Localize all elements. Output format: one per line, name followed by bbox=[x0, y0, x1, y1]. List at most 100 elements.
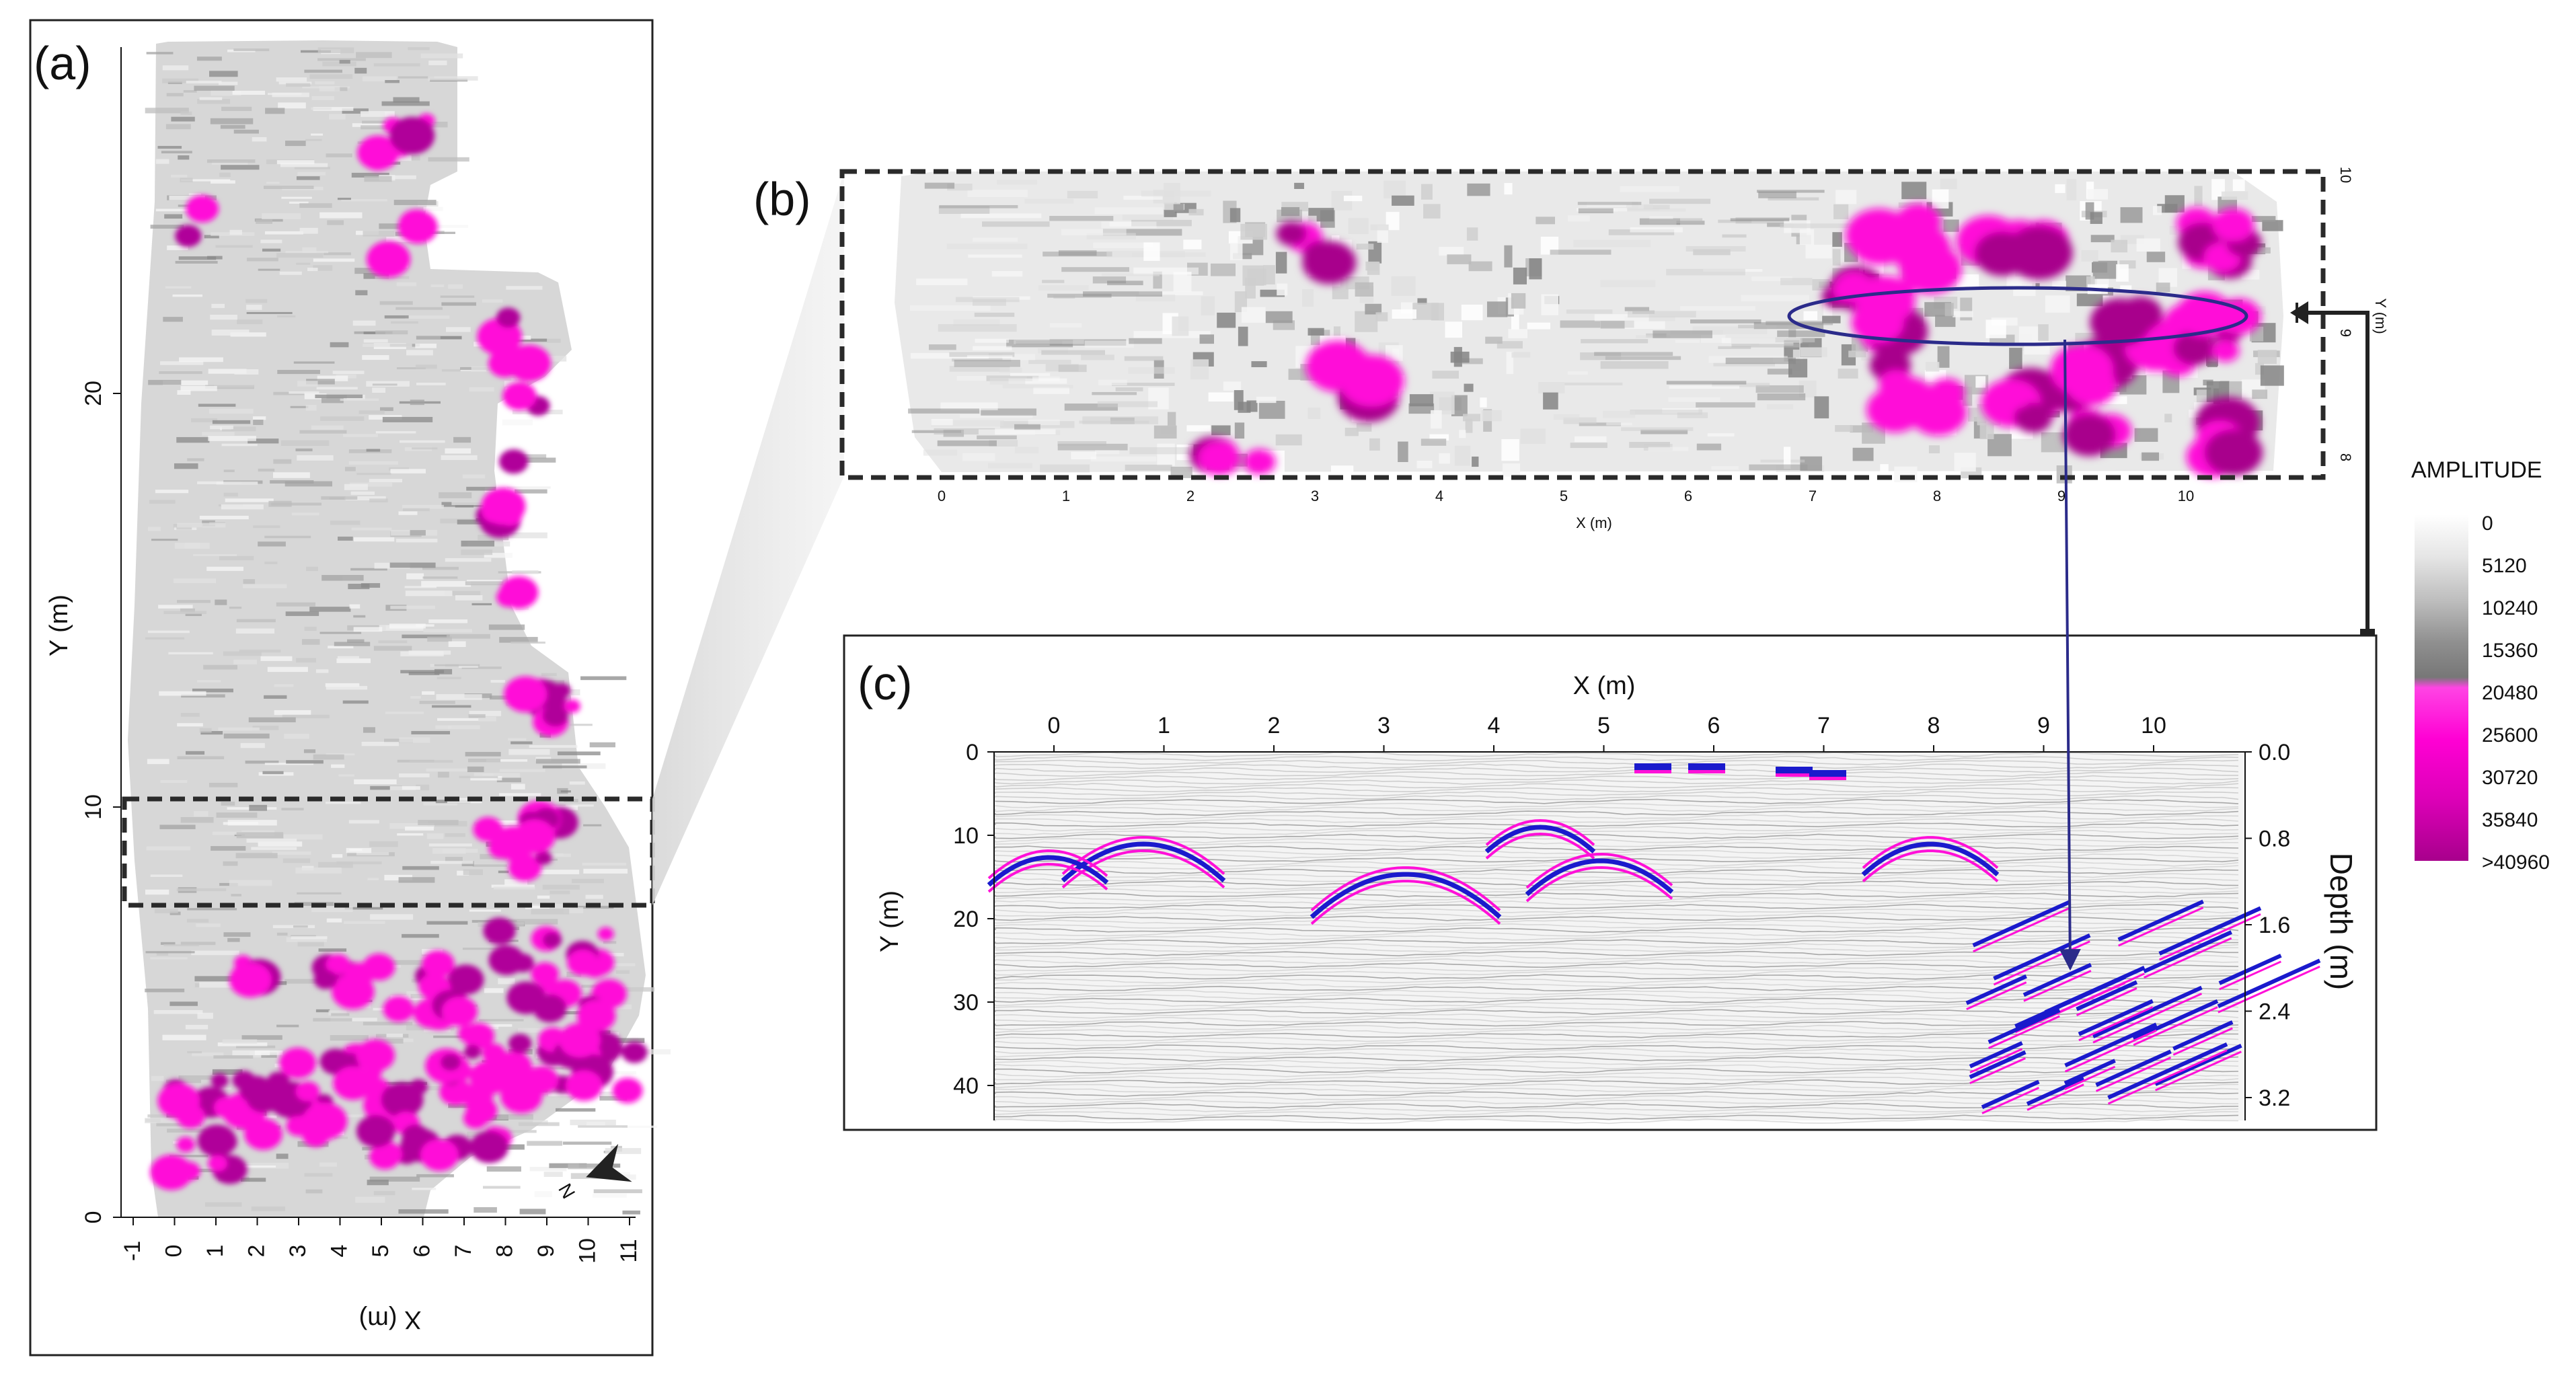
gpr-texture-streak bbox=[373, 1190, 395, 1196]
gpr-texture-streak bbox=[441, 302, 477, 306]
radargram-dipping-reflection bbox=[1965, 974, 2027, 1005]
gpr-anomaly bbox=[356, 1114, 395, 1148]
panel-b-texture-streak bbox=[1700, 335, 1726, 343]
panel-b-texture-streak bbox=[949, 352, 1015, 357]
gpr-texture-streak bbox=[221, 106, 252, 111]
gpr-texture-streak bbox=[276, 1024, 299, 1028]
gpr-texture-streak bbox=[278, 81, 312, 85]
panel-b-texture-streak bbox=[2252, 389, 2268, 399]
gpr-texture-streak bbox=[498, 870, 509, 874]
gpr-texture-streak bbox=[385, 79, 400, 83]
panel-b-texture-streak bbox=[1093, 242, 1153, 248]
gpr-texture-streak bbox=[469, 387, 494, 392]
radargram-hyperbola bbox=[1061, 835, 1225, 876]
panel-b-texture-streak bbox=[1094, 207, 1163, 215]
gpr-texture-streak bbox=[486, 759, 528, 762]
panel-b-anomaly bbox=[2173, 331, 2216, 366]
gpr-texture-streak bbox=[490, 679, 506, 683]
panel-b-texture-streak bbox=[1480, 397, 1487, 408]
panel-b-texture-streak bbox=[1800, 347, 1827, 357]
gpr-texture-streak bbox=[311, 906, 353, 913]
radargram-shallow-reflector bbox=[1688, 770, 1725, 773]
gpr-texture-streak bbox=[306, 379, 335, 385]
gpr-texture-streak bbox=[384, 315, 409, 319]
panel-b-texture-streak bbox=[1722, 234, 1747, 238]
gpr-texture-streak bbox=[478, 716, 496, 722]
gpr-texture-streak bbox=[258, 841, 303, 847]
gpr-texture-streak bbox=[565, 804, 594, 807]
gpr-texture-streak bbox=[568, 1163, 614, 1170]
gpr-texture-streak bbox=[506, 457, 556, 463]
panel-b-texture-streak bbox=[1538, 382, 1565, 393]
panel-b-texture-streak bbox=[1713, 362, 1775, 367]
gpr-anomaly bbox=[211, 1073, 229, 1088]
gpr-anomaly bbox=[313, 970, 338, 989]
gpr-texture-streak bbox=[428, 61, 447, 65]
radargram-dipping-reflection bbox=[2159, 913, 2261, 961]
gpr-texture-streak bbox=[416, 784, 430, 791]
panel-b-texture-streak bbox=[1600, 321, 1665, 330]
radargram-wavelet bbox=[995, 795, 2239, 800]
panel-c-x-axis-title: X (m) bbox=[1573, 672, 1636, 700]
panel-b-texture-streak bbox=[1675, 340, 1700, 343]
panel-b-texture-streak bbox=[1041, 350, 1106, 355]
profile-arrow-icon bbox=[2290, 301, 2308, 324]
gpr-texture-streak bbox=[529, 1167, 567, 1172]
gpr-texture-streak bbox=[180, 713, 200, 717]
gpr-texture-streak bbox=[236, 1045, 276, 1048]
gpr-texture-streak bbox=[177, 390, 191, 395]
gpr-texture-streak bbox=[580, 676, 627, 681]
gpr-texture-streak bbox=[185, 751, 205, 755]
gpr-texture-streak bbox=[273, 459, 292, 464]
gpr-texture-streak bbox=[507, 919, 558, 925]
gpr-texture-streak bbox=[462, 474, 486, 479]
panel-b-texture-streak bbox=[1666, 268, 1745, 276]
gpr-texture-streak bbox=[283, 834, 323, 840]
gpr-texture-streak bbox=[572, 878, 604, 884]
gpr-texture-streak bbox=[235, 628, 275, 634]
gpr-texture-streak bbox=[211, 303, 225, 309]
gpr-texture-streak bbox=[519, 1209, 546, 1215]
gpr-texture-streak bbox=[440, 336, 462, 340]
gpr-texture-streak bbox=[177, 523, 226, 528]
panel-b-texture-streak bbox=[1738, 324, 1777, 329]
gpr-texture-streak bbox=[285, 141, 306, 147]
gpr-texture-streak bbox=[369, 479, 403, 483]
radargram-dipping-reflection bbox=[2217, 958, 2321, 1009]
gpr-texture-streak bbox=[362, 355, 389, 360]
panel-c-x-tick-label: 6 bbox=[1708, 713, 1720, 738]
radargram-wavelet bbox=[995, 1067, 2239, 1074]
panel-b-texture-streak bbox=[1384, 180, 1406, 199]
panel-a-x-tick-label: 11 bbox=[616, 1239, 642, 1262]
gpr-texture-streak bbox=[402, 866, 439, 870]
gpr-texture-streak bbox=[297, 381, 318, 387]
panel-b-texture-streak bbox=[1420, 438, 1447, 446]
gpr-texture-streak bbox=[309, 607, 351, 612]
radargram-wavelet bbox=[995, 763, 2239, 769]
gpr-texture-streak bbox=[479, 1019, 524, 1022]
panel-b-texture-streak bbox=[1097, 401, 1158, 408]
gpr-texture-streak bbox=[199, 515, 249, 520]
gpr-texture-streak bbox=[197, 1012, 213, 1019]
panel-b-texture-streak bbox=[1260, 289, 1285, 297]
gpr-texture-streak bbox=[301, 1064, 333, 1070]
gpr-texture-streak bbox=[262, 213, 301, 219]
gpr-texture-streak bbox=[381, 960, 427, 965]
gpr-texture-streak bbox=[193, 553, 237, 556]
gpr-texture-streak bbox=[178, 256, 217, 260]
panel-b-texture-streak bbox=[1423, 204, 1441, 219]
panel-b-texture-streak bbox=[1002, 385, 1073, 389]
gpr-texture-streak bbox=[204, 1202, 242, 1207]
panel-b-texture-streak bbox=[1718, 219, 1752, 223]
gpr-texture-streak bbox=[162, 1034, 206, 1040]
gpr-texture-streak bbox=[161, 151, 192, 154]
panel-b-texture-streak bbox=[1129, 338, 1162, 344]
panel-b-texture-streak bbox=[1370, 224, 1389, 231]
gpr-texture-streak bbox=[356, 852, 389, 855]
gpr-texture-streak bbox=[498, 978, 515, 985]
gpr-texture-streak bbox=[299, 430, 347, 434]
panel-c-x-tick-label: 4 bbox=[1488, 713, 1501, 738]
panel-b-texture-streak bbox=[1731, 344, 1809, 348]
gpr-texture-streak bbox=[512, 454, 547, 459]
panel-b-anomaly bbox=[1243, 449, 1276, 475]
